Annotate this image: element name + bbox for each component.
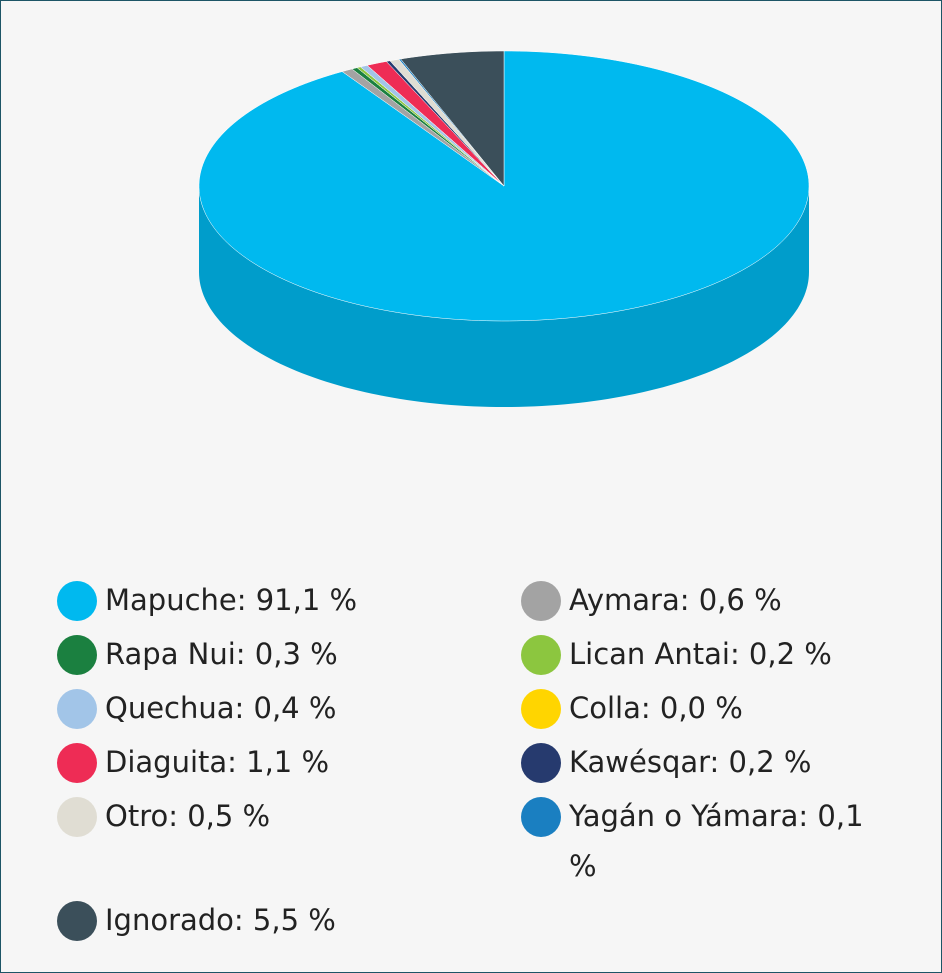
legend-marker xyxy=(57,635,97,675)
slice-side xyxy=(199,186,809,407)
slice xyxy=(400,50,505,187)
legend-item: Quechua: 0,4 % xyxy=(57,687,521,733)
legend-marker xyxy=(521,689,561,729)
legend-item: Rapa Nui: 0,3 % xyxy=(57,633,521,679)
pie-chart xyxy=(198,50,810,407)
legend-label: Quechua: 0,4 % xyxy=(105,691,337,725)
legend-marker xyxy=(57,901,97,941)
legend-label: Ignorado: 5,5 % xyxy=(105,903,336,937)
legend-item: Aymara: 0,6 % xyxy=(521,579,901,625)
legend-marker xyxy=(521,797,561,837)
legend-item: Ignorado: 5,5 % xyxy=(57,899,521,945)
legend-marker xyxy=(57,689,97,729)
legend-marker xyxy=(521,581,561,621)
legend-item: Lican Antai: 0,2 % xyxy=(521,633,901,679)
legend-marker xyxy=(57,743,97,783)
legend-label: Kawésqar: 0,2 % xyxy=(569,745,812,779)
legend-label: Lican Antai: 0,2 % xyxy=(569,637,832,671)
legend-marker xyxy=(521,743,561,783)
legend-item: Otro: 0,5 % xyxy=(57,795,521,891)
legend-marker xyxy=(521,635,561,675)
legend-label: Yagán o Yámara: 0,1 % xyxy=(569,799,864,883)
legend-label: Colla: 0,0 % xyxy=(569,691,743,725)
legend-marker xyxy=(57,797,97,837)
legend-label: Otro: 0,5 % xyxy=(105,799,271,833)
legend-item: Yagán o Yámara: 0,1 % xyxy=(521,795,901,891)
legend-item: Kawésqar: 0,2 % xyxy=(521,741,901,787)
legend-item: Mapuche: 91,1 % xyxy=(57,579,521,625)
legend-item: Diaguita: 1,1 % xyxy=(57,741,521,787)
legend-label: Aymara: 0,6 % xyxy=(569,583,782,617)
legend-label: Mapuche: 91,1 % xyxy=(105,583,358,617)
legend: Mapuche: 91,1 % Aymara: 0,6 % Rapa Nui: 0,… xyxy=(57,579,901,945)
legend-marker xyxy=(57,581,97,621)
legend-label: Diaguita: 1,1 % xyxy=(105,745,330,779)
legend-label: Rapa Nui: 0,3 % xyxy=(105,637,338,671)
legend-item: Colla: 0,0 % xyxy=(521,687,901,733)
